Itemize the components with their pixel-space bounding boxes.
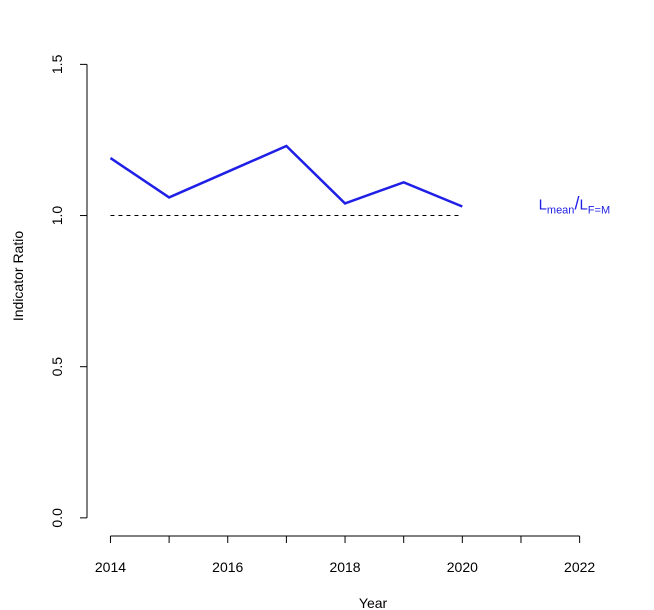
y-tick-label: 1.0 [49, 206, 65, 226]
annotation-part: L [539, 196, 547, 213]
annotation-part: mean [547, 204, 575, 216]
annotation-part: / [574, 193, 579, 213]
series-line [109, 144, 463, 208]
x-tick-label: 2016 [212, 559, 243, 575]
x-tick-label: 2018 [329, 559, 360, 575]
x-axis-label: Year [359, 595, 388, 610]
axes: 0.0 0.5 1.0 1.5 2014 2016 2018 2020 2022 [49, 54, 595, 575]
y-tick-label: 0.0 [49, 508, 65, 528]
series-group [109, 144, 463, 208]
y-tick-label: 1.5 [49, 54, 65, 74]
y-axis-label: Indicator Ratio [10, 231, 26, 321]
y-tick-label: 0.5 [49, 357, 65, 377]
annotation-part: F=M [588, 204, 610, 216]
x-tick-label: 2020 [447, 559, 478, 575]
x-tick-label: 2022 [564, 559, 595, 575]
annotation-part: L [579, 196, 587, 213]
x-tick-label: 2014 [95, 559, 126, 575]
series-annotation: Lmean/LF=M [539, 193, 611, 216]
